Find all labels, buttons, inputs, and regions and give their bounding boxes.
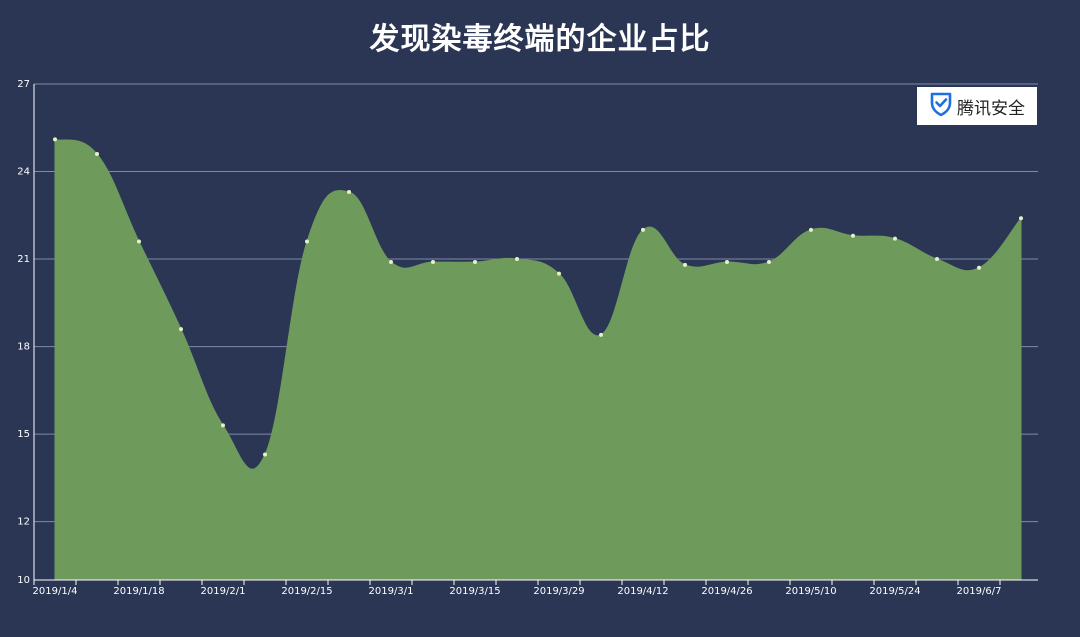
x-tick-label: 2019/5/10	[785, 586, 836, 597]
brand-label: 腾讯安全	[957, 98, 1025, 119]
data-point	[683, 262, 687, 267]
data-point	[557, 271, 561, 276]
x-tick-label: 2019/3/1	[369, 586, 414, 597]
data-point	[431, 259, 435, 264]
data-point	[263, 452, 267, 457]
y-tick-label: 21	[17, 254, 30, 265]
data-point	[221, 423, 225, 428]
data-point	[95, 152, 99, 157]
chart-title: 发现染毒终端的企业占比	[369, 22, 711, 57]
x-tick-label: 2019/3/15	[449, 586, 500, 597]
data-point	[347, 189, 351, 194]
data-point	[767, 259, 771, 264]
data-point	[179, 327, 183, 332]
data-point	[1019, 216, 1023, 221]
y-tick-label: 24	[17, 167, 30, 178]
area-series	[54, 138, 1022, 581]
x-tick-label: 2019/4/26	[701, 586, 752, 597]
area-fill	[54, 138, 1022, 581]
data-point	[389, 259, 393, 264]
shield-check-icon	[929, 91, 953, 121]
data-point	[893, 236, 897, 241]
y-tick-label: 18	[17, 342, 30, 353]
data-point	[137, 239, 141, 244]
data-point	[809, 227, 813, 232]
x-tick-label: 2019/2/15	[281, 586, 332, 597]
x-tick-label: 2019/2/1	[201, 586, 246, 597]
brand-badge: 腾讯安全	[917, 87, 1037, 125]
x-tick-label: 2019/5/24	[869, 586, 920, 597]
data-point	[53, 137, 57, 142]
data-point	[641, 227, 645, 232]
y-tick-label: 15	[17, 429, 30, 440]
data-point	[977, 265, 981, 270]
x-tick-label: 2019/1/18	[113, 586, 164, 597]
axes: 10 12 15 18 21 24 27 2019/1/4 2019/1/18 2019/2/1 2…	[17, 79, 1038, 597]
x-tick-label: 2019/6/7	[957, 586, 1002, 597]
data-point	[599, 332, 603, 337]
data-point	[935, 257, 939, 262]
data-point	[473, 259, 477, 264]
x-tick-label: 2019/3/29	[533, 586, 584, 597]
data-point	[515, 257, 519, 262]
data-points	[53, 137, 1023, 457]
x-tick-label: 2019/4/12	[617, 586, 668, 597]
data-point	[305, 239, 309, 244]
y-tick-label: 27	[17, 79, 30, 90]
y-tick-label: 10	[17, 575, 30, 586]
x-tick-label: 2019/1/4	[33, 586, 78, 597]
y-tick-label: 12	[17, 517, 30, 528]
data-point	[851, 233, 855, 238]
data-point	[725, 259, 729, 264]
